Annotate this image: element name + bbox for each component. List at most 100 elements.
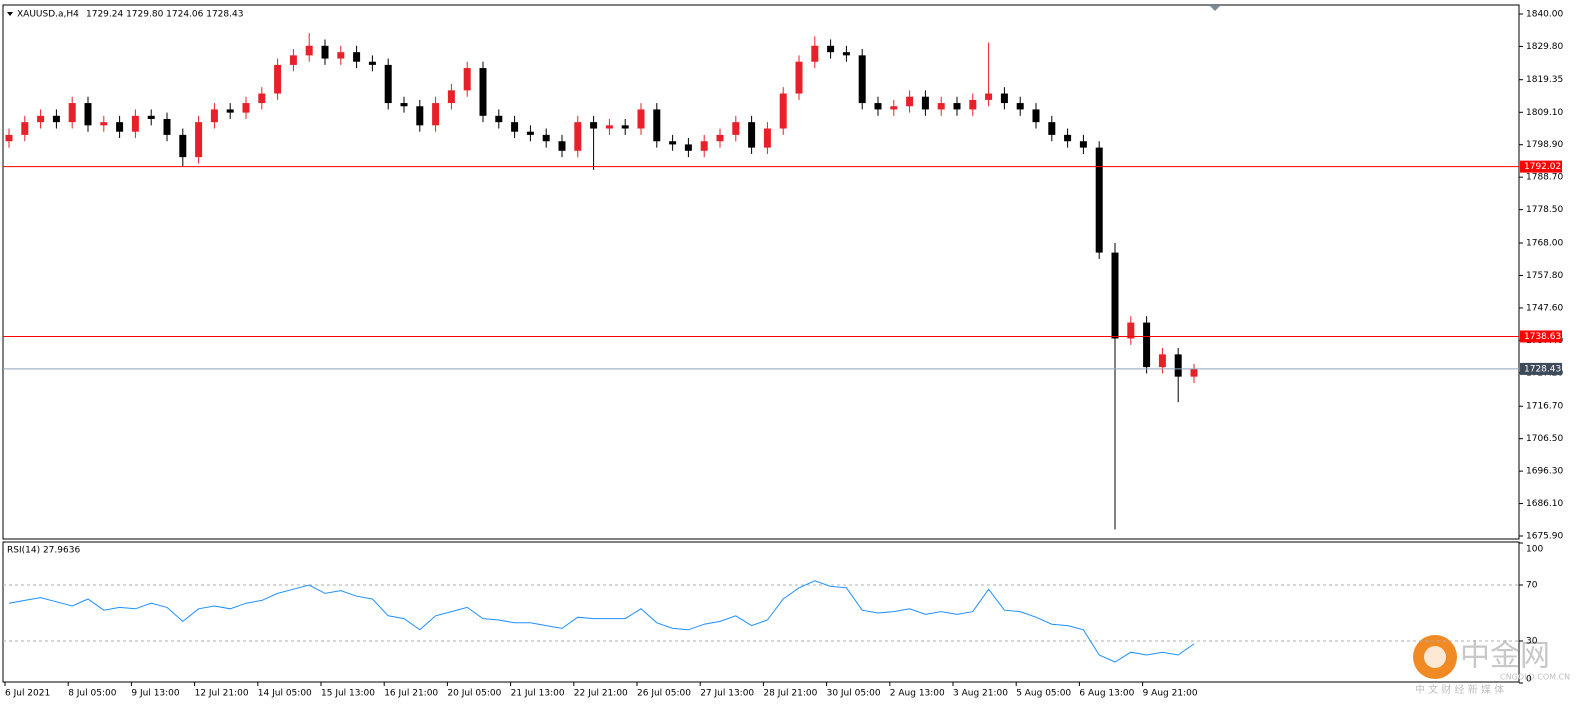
candle-body bbox=[795, 61, 803, 94]
candle-body bbox=[1016, 103, 1024, 110]
level-label-bg bbox=[1520, 160, 1562, 173]
y-tick-label: 1757.80 bbox=[1526, 271, 1563, 281]
y-tick-label: 1696.30 bbox=[1526, 467, 1563, 477]
x-tick-label: 6 Jul 2021 bbox=[5, 689, 50, 699]
candle-body bbox=[842, 52, 850, 56]
watermark-site: CNGOLD.COM.CN bbox=[1500, 673, 1570, 682]
menu-arrow bbox=[7, 12, 13, 16]
candle-body bbox=[195, 122, 203, 158]
y-tick-label: 1840.00 bbox=[1526, 10, 1563, 20]
y-tick-label: 1675.90 bbox=[1526, 532, 1563, 542]
x-tick-label: 12 Jul 21:00 bbox=[195, 689, 249, 699]
candle-body bbox=[890, 106, 898, 110]
candle-body bbox=[937, 103, 945, 110]
candle-body bbox=[811, 45, 819, 62]
candle-body bbox=[353, 52, 361, 62]
candle-body bbox=[716, 134, 724, 142]
candle-body bbox=[1095, 147, 1103, 253]
candle-body bbox=[131, 115, 139, 132]
candle-body bbox=[1000, 93, 1008, 104]
candle-body bbox=[68, 103, 76, 123]
candle-body bbox=[242, 103, 250, 113]
level-label-bg bbox=[1520, 362, 1562, 375]
candle-body bbox=[100, 122, 108, 126]
x-tick-label: 9 Aug 21:00 bbox=[1143, 689, 1198, 699]
x-tick-label: 16 Jul 21:00 bbox=[384, 689, 438, 699]
candle-body bbox=[1111, 252, 1119, 339]
y-tick-label: 1819.35 bbox=[1526, 75, 1563, 85]
candle-body bbox=[1032, 109, 1040, 123]
candle-body bbox=[210, 109, 218, 123]
candle-body bbox=[921, 96, 929, 110]
candle-body bbox=[1143, 322, 1151, 368]
candle-body bbox=[558, 141, 566, 151]
y-tick-label: 1768.00 bbox=[1526, 239, 1563, 249]
candle-body bbox=[179, 134, 187, 158]
candle-body bbox=[337, 52, 345, 59]
candle-body bbox=[827, 45, 835, 53]
candle-body bbox=[1064, 134, 1072, 142]
level-label: 1728.43 bbox=[1524, 364, 1561, 374]
candle-body bbox=[258, 93, 266, 104]
price-panel bbox=[2, 4, 1520, 540]
ohlc-header: 1729.24 1729.80 1724.06 1728.43 bbox=[86, 10, 243, 20]
candle-body bbox=[495, 115, 503, 123]
x-tick-label: 2 Aug 13:00 bbox=[890, 689, 945, 699]
candle-body bbox=[432, 103, 440, 126]
candle-body bbox=[384, 64, 392, 104]
candle-body bbox=[463, 68, 471, 91]
candle-body bbox=[1127, 322, 1135, 339]
x-tick-label: 30 Jul 05:00 bbox=[827, 689, 881, 699]
y-tick-label: 1716.70 bbox=[1526, 402, 1563, 412]
candle-body bbox=[5, 134, 13, 142]
watermark-brand: 中金网 bbox=[1460, 639, 1550, 674]
watermark-slogan: 中 文 财 经 新 媒 体 bbox=[1415, 683, 1504, 696]
y-tick-label: 30 bbox=[1526, 637, 1538, 647]
x-tick-label: 15 Jul 13:00 bbox=[321, 689, 375, 699]
candle-body bbox=[653, 109, 661, 142]
y-tick-label: 70 bbox=[1526, 581, 1538, 591]
y-tick-label: 1788.70 bbox=[1526, 173, 1563, 183]
level-label: 1792.02 bbox=[1524, 162, 1561, 172]
level-label-bg bbox=[1520, 330, 1562, 343]
candle-body bbox=[368, 61, 376, 65]
x-tick-label: 14 Jul 05:00 bbox=[258, 689, 312, 699]
candle-body bbox=[700, 141, 708, 151]
x-tick-label: 21 Jul 13:00 bbox=[511, 689, 565, 699]
candle-body bbox=[684, 144, 692, 151]
candle-body bbox=[37, 115, 45, 123]
candle-body bbox=[479, 68, 487, 116]
x-tick-label: 26 Jul 05:00 bbox=[637, 689, 691, 699]
y-tick-label: 1829.80 bbox=[1526, 42, 1563, 52]
candle-body bbox=[605, 125, 613, 129]
rsi-panel bbox=[2, 541, 1520, 683]
candle-body bbox=[779, 93, 787, 129]
candle-body bbox=[621, 125, 629, 129]
x-tick-label: 27 Jul 13:00 bbox=[700, 689, 754, 699]
y-tick-label: 1686.10 bbox=[1526, 499, 1563, 509]
rsi-title: RSI(14) 27.9636 bbox=[7, 546, 80, 556]
candle-body bbox=[874, 103, 882, 110]
candle-body bbox=[985, 93, 993, 100]
candle-body bbox=[906, 96, 914, 107]
y-tick-label: 1747.60 bbox=[1526, 303, 1563, 313]
y-tick-label: 1778.50 bbox=[1526, 205, 1563, 215]
level-label: 1738.63 bbox=[1524, 332, 1561, 342]
candle-body bbox=[669, 141, 677, 145]
candle-body bbox=[21, 122, 29, 135]
x-tick-label: 9 Jul 13:00 bbox=[131, 689, 180, 699]
candle-body bbox=[953, 103, 961, 110]
rsi-line bbox=[8, 580, 1195, 663]
candle-body bbox=[542, 134, 550, 142]
candle-body bbox=[163, 118, 171, 135]
candle-body bbox=[1048, 122, 1056, 135]
x-tick-label: 8 Jul 05:00 bbox=[68, 689, 117, 699]
candle-body bbox=[526, 131, 534, 135]
candle-body bbox=[416, 106, 424, 126]
candle-body bbox=[858, 55, 866, 104]
candle-body bbox=[84, 103, 92, 126]
x-tick-label: 28 Jul 21:00 bbox=[763, 689, 817, 699]
x-tick-label: 20 Jul 05:00 bbox=[447, 689, 501, 699]
